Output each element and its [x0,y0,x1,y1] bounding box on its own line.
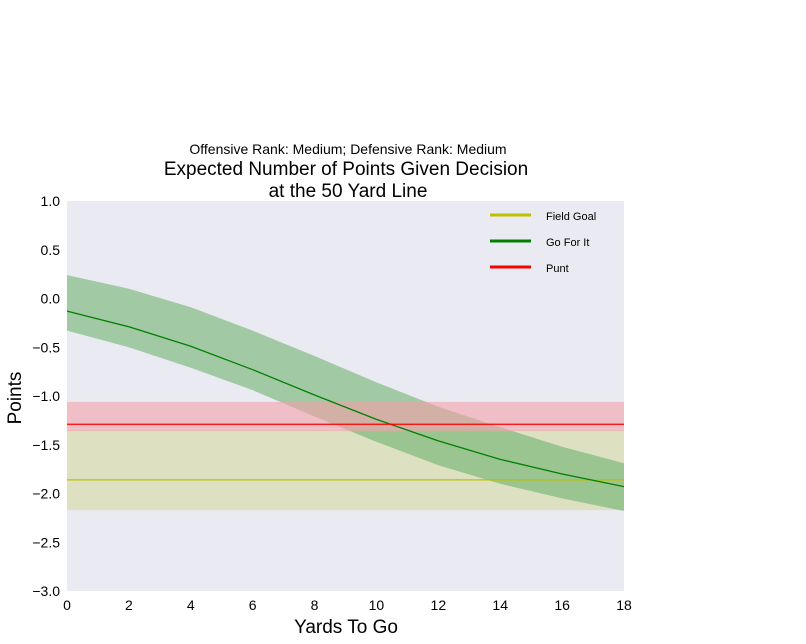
x-tick-label: 4 [187,597,195,613]
chart-title-line-1: Expected Number of Points Given Decision [164,159,528,180]
go-for-it-confidence-band [67,275,624,512]
y-axis-ticks: 1.0 0.5 0.0 −0.5 −1.0 −1.5 −2.0 −2.5 −3.0 [32,193,60,599]
x-tick-label: 6 [249,597,257,613]
x-tick-label: 16 [554,597,570,613]
legend: Field Goal Go For It Punt [490,211,596,275]
go-for-it-line [66,310,625,488]
x-tick-label: 8 [311,597,319,613]
confidence-bands [67,275,624,512]
chart-title-line-2: at the 50 Yard Line [269,181,428,202]
legend-label-field-goal: Field Goal [546,211,596,223]
y-tick-label: 1.0 [41,193,61,209]
x-axis-ticks: 0 2 4 6 8 10 12 14 16 18 [63,597,632,613]
x-tick-label: 2 [125,597,133,613]
x-tick-label: 14 [492,597,508,613]
y-tick-label: −0.5 [32,339,60,355]
y-tick-label: −1.0 [32,388,60,404]
x-tick-label: 18 [616,597,632,613]
punt-confidence-band [67,401,624,432]
x-tick-label: 0 [63,597,71,613]
chart-subtitle: Offensive Rank: Medium; Defensive Rank: … [189,141,506,157]
y-tick-label: 0.0 [41,291,61,307]
y-tick-label: −2.5 [32,534,60,550]
y-tick-label: −3.0 [32,583,60,599]
y-tick-label: −1.5 [32,437,60,453]
x-axis-label: Yards To Go [294,617,398,638]
x-tick-label: 12 [431,597,447,613]
legend-label-go-for-it: Go For It [546,237,589,249]
series-lines [66,310,625,488]
y-tick-label: −2.0 [32,486,60,502]
legend-label-punt: Punt [546,263,569,275]
y-axis-label: Points [5,372,26,425]
x-tick-label: 10 [369,597,385,613]
y-tick-label: 0.5 [41,242,61,258]
